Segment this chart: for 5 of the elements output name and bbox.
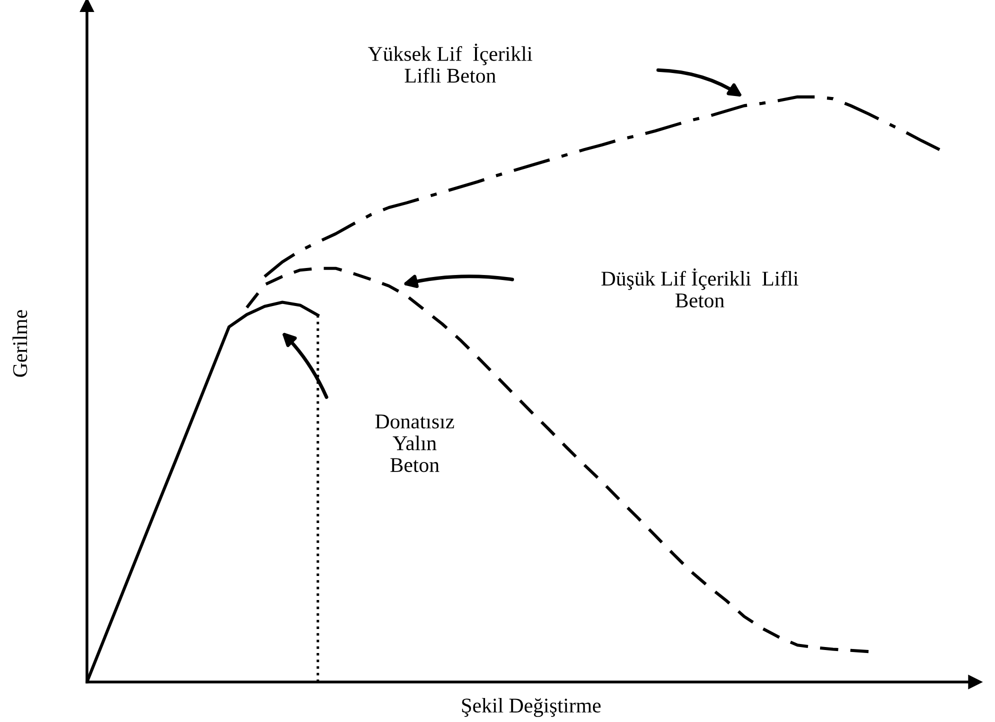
x-axis-title: Şekil Değiştirme: [462, 698, 601, 717]
text: Yüksek Lif İçerikli Lifli Beton: [368, 44, 532, 83]
annotation: Donatısız Yalın Beton: [375, 414, 454, 472]
annotation: Düşük Lif İçerikli Lifli Beton: [601, 268, 798, 308]
y-axis-title: Gerilme: [12, 310, 28, 377]
